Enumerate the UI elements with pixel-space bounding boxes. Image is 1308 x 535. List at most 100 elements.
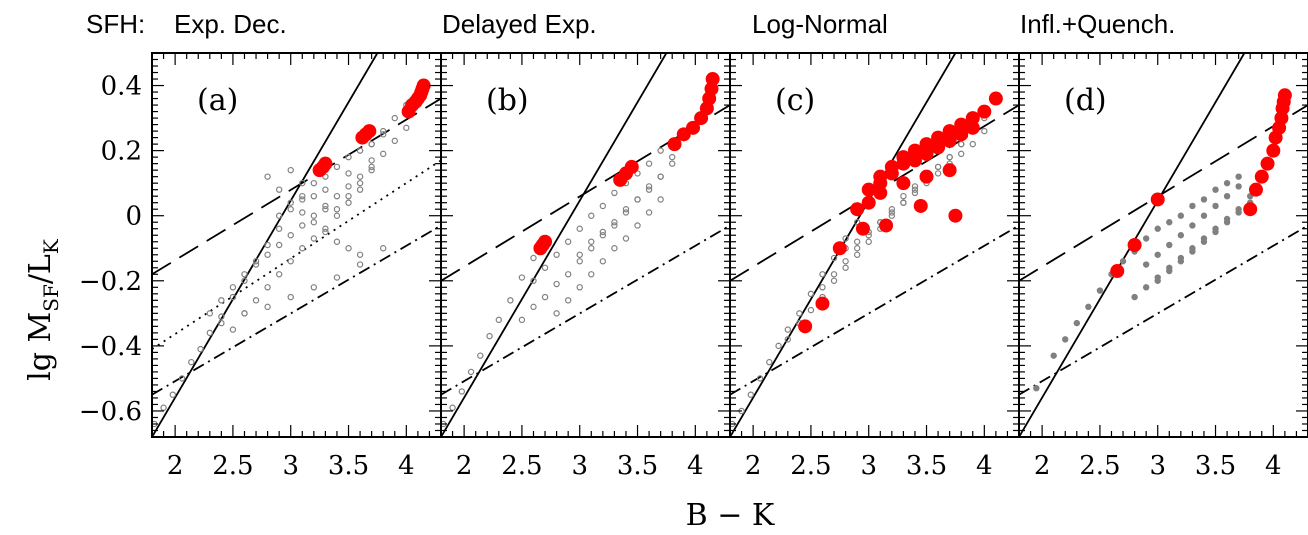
- model-point: [218, 319, 225, 327]
- model-point: [1177, 212, 1185, 219]
- model-point: [1050, 352, 1057, 359]
- model-point: [299, 222, 306, 229]
- model-point: [946, 153, 953, 161]
- model-point: [518, 274, 526, 281]
- highlight-point: [850, 202, 865, 217]
- dotted-line: [152, 159, 441, 350]
- model-point: [333, 163, 341, 171]
- highlight-point: [855, 221, 870, 236]
- model-point: [310, 219, 318, 226]
- model-point: [345, 245, 352, 252]
- dashed-line: [152, 97, 441, 276]
- y-label-sub1: SF: [39, 284, 63, 312]
- x-tick-label: 2.5: [212, 451, 253, 481]
- model-point: [576, 258, 583, 265]
- panel-title: Exp. Dec.: [174, 9, 287, 39]
- highlight-point: [1277, 88, 1292, 103]
- model-point: [229, 293, 237, 301]
- model-point: [310, 284, 318, 291]
- highlight-point: [948, 208, 963, 223]
- panel-label: (c): [775, 83, 815, 118]
- model-point: [599, 258, 607, 265]
- model-point: [333, 212, 341, 219]
- model-point: [356, 179, 364, 187]
- model-point: [934, 170, 942, 177]
- model-point: [356, 251, 364, 258]
- panel-title: Log-Normal: [752, 9, 888, 39]
- model-point: [1096, 287, 1104, 294]
- ticks: [441, 52, 731, 437]
- model-point: [241, 310, 248, 317]
- model-point: [576, 284, 583, 291]
- model-point: [553, 251, 560, 258]
- model-point: [1142, 261, 1150, 268]
- data-points: [152, 78, 431, 428]
- highlight-point: [873, 176, 888, 191]
- model-point: [1142, 284, 1150, 291]
- panel-title: Infl.+Quench.: [1020, 9, 1175, 39]
- panel-label: (d): [1064, 83, 1107, 118]
- model-point: [197, 345, 204, 353]
- model-point: [188, 358, 195, 366]
- x-axis-label: B − K: [686, 498, 775, 533]
- model-point: [1212, 186, 1219, 193]
- model-point: [1235, 173, 1242, 180]
- model-point: [657, 196, 664, 203]
- model-point: [657, 147, 664, 154]
- model-point: [1189, 202, 1196, 210]
- panel-label: (b): [486, 83, 529, 118]
- highlight-point: [919, 137, 934, 152]
- model-point: [842, 258, 849, 265]
- model-point: [333, 192, 341, 200]
- model-point: [599, 202, 607, 210]
- model-point: [368, 166, 375, 174]
- model-point: [564, 297, 572, 304]
- highlight-point: [931, 130, 946, 145]
- model-point: [1200, 196, 1208, 203]
- model-point: [1062, 336, 1069, 343]
- model-point: [888, 209, 896, 216]
- model-point: [830, 277, 838, 284]
- ticks: [730, 52, 1020, 437]
- model-point: [333, 238, 341, 245]
- highlight-point: [1260, 156, 1275, 171]
- model-point: [576, 225, 583, 232]
- model-point: [645, 186, 653, 193]
- model-point: [888, 206, 896, 213]
- x-tick-label: 2.5: [501, 451, 542, 481]
- dashdot-line: [730, 224, 1019, 396]
- model-point: [264, 241, 271, 249]
- model-point: [588, 212, 595, 219]
- model-point: [830, 271, 838, 278]
- highlight-point: [861, 182, 876, 197]
- y-tick-label: 0.2: [101, 137, 142, 167]
- highlight-point: [1243, 202, 1258, 217]
- reference-lines: [152, 53, 441, 437]
- y-label-main: lg M: [23, 312, 58, 381]
- model-point: [958, 140, 965, 148]
- panel-label: (a): [197, 83, 238, 118]
- x-tick-label: 2.5: [1079, 451, 1120, 481]
- model-point: [1189, 222, 1196, 229]
- model-point: [275, 186, 283, 193]
- y-label-mid: /L: [23, 254, 58, 284]
- model-point: [530, 277, 537, 284]
- model-point: [1166, 267, 1173, 275]
- x-tick-label: 3.5: [328, 451, 369, 481]
- model-point: [669, 153, 676, 161]
- model-point: [310, 192, 318, 200]
- model-point: [1085, 303, 1092, 311]
- model-point: [169, 391, 177, 398]
- model-point: [345, 199, 352, 206]
- model-point: [1212, 202, 1219, 210]
- panel-d: Infl.+Quench. 2 2.5 3 3.5 4 (d): [1018, 9, 1308, 481]
- model-point: [622, 235, 630, 242]
- model-point: [356, 173, 364, 180]
- dashed-line: [441, 104, 730, 282]
- x-tick-label: 4: [976, 451, 993, 481]
- x-tick-label: 3.5: [617, 451, 658, 481]
- model-point: [657, 173, 664, 180]
- dashed-line: [1019, 104, 1308, 282]
- y-tick-label: −0.2: [79, 267, 142, 297]
- model-point: [241, 277, 248, 284]
